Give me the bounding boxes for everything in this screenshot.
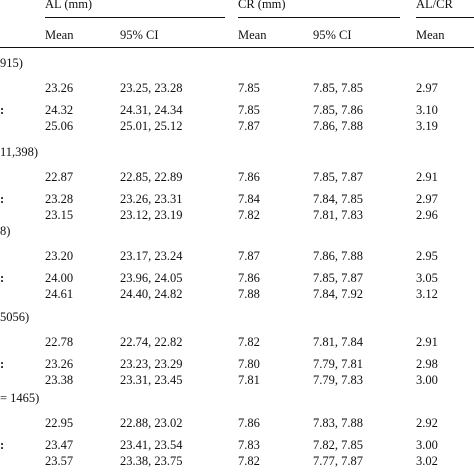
cell-al-mean: 22.87 <box>45 170 74 184</box>
cell-ratio: 3.05 <box>416 271 438 285</box>
cell-al-mean: 24.61 <box>45 287 74 301</box>
col-header-ratio-mean: Mean <box>416 28 445 42</box>
cell-cr-mean: 7.87 <box>238 119 260 133</box>
cell-ratio: 3.02 <box>416 454 438 468</box>
col-header-cr-ci: 95% CI <box>313 28 352 42</box>
cell-cr-ci: 7.79, 7.81 <box>313 357 363 371</box>
cell-al-mean: 22.95 <box>45 416 74 430</box>
cell-cr-mean: 7.81 <box>238 373 260 387</box>
cell-ratio: 2.96 <box>416 208 438 222</box>
cell-al-ci: 23.38, 23.75 <box>120 454 183 468</box>
cell-ratio: 2.97 <box>416 81 438 95</box>
cell-al-ci: 23.12, 23.19 <box>120 208 183 222</box>
group-label-al: AL (mm) <box>45 0 93 11</box>
cell-cr-ci: 7.85, 7.86 <box>313 103 363 117</box>
col-header-cr-mean: Mean <box>238 28 267 42</box>
row-mark: : <box>0 103 5 117</box>
row-mark: : <box>0 271 5 285</box>
cell-al-ci: 23.31, 23.45 <box>120 373 183 387</box>
cell-al-mean: 24.32 <box>45 103 74 117</box>
cell-al-ci: 23.17, 23.24 <box>120 249 183 263</box>
cell-al-ci: 23.96, 24.05 <box>120 271 183 285</box>
cell-cr-ci: 7.84, 7.85 <box>313 192 363 206</box>
cell-al-mean: 23.20 <box>45 249 74 263</box>
cell-cr-ci: 7.82, 7.85 <box>313 438 363 452</box>
cell-cr-ci: 7.83, 7.88 <box>313 416 363 430</box>
cell-al-ci: 23.26, 23.31 <box>120 192 183 206</box>
cell-ratio: 3.00 <box>416 438 438 452</box>
cell-al-mean: 23.47 <box>45 438 74 452</box>
cell-ratio: 2.91 <box>416 170 438 184</box>
cell-al-mean: 23.26 <box>45 357 74 371</box>
group-label-cr: CR (mm) <box>238 0 286 11</box>
cell-cr-ci: 7.79, 7.83 <box>313 373 363 387</box>
row-mark: : <box>0 192 5 206</box>
cell-cr-mean: 7.86 <box>238 416 260 430</box>
cell-al-mean: 22.78 <box>45 335 74 349</box>
cell-cr-ci: 7.84, 7.92 <box>313 287 363 301</box>
header-rule <box>0 47 474 48</box>
cell-al-ci: 22.85, 22.89 <box>120 170 183 184</box>
cell-cr-mean: 7.86 <box>238 271 260 285</box>
cell-al-mean: 24.00 <box>45 271 74 285</box>
cell-cr-ci: 7.85, 7.87 <box>313 271 363 285</box>
col-header-al-ci: 95% CI <box>120 28 159 42</box>
cell-cr-mean: 7.86 <box>238 170 260 184</box>
section-label: = 1465) <box>0 391 40 405</box>
cell-al-ci: 24.40, 24.82 <box>120 287 183 301</box>
cell-cr-mean: 7.82 <box>238 454 260 468</box>
cell-cr-mean: 7.80 <box>238 357 260 371</box>
cell-cr-mean: 7.83 <box>238 438 260 452</box>
cell-al-mean: 23.26 <box>45 81 74 95</box>
group-rule-cr <box>238 17 400 18</box>
cell-al-ci: 25.01, 25.12 <box>120 119 183 133</box>
cell-cr-ci: 7.85, 7.85 <box>313 81 363 95</box>
cell-ratio: 3.12 <box>416 287 438 301</box>
cell-cr-ci: 7.86, 7.88 <box>313 249 363 263</box>
cell-al-ci: 23.25, 23.28 <box>120 81 183 95</box>
cell-al-mean: 23.38 <box>45 373 74 387</box>
row-mark: : <box>0 357 5 371</box>
cell-cr-ci: 7.77, 7.87 <box>313 454 363 468</box>
section-label: 915) <box>0 56 23 70</box>
cell-cr-mean: 7.85 <box>238 81 260 95</box>
cell-al-mean: 25.06 <box>45 119 74 133</box>
cell-cr-mean: 7.82 <box>238 208 260 222</box>
cell-al-mean: 23.15 <box>45 208 74 222</box>
section-label: 8) <box>0 224 11 238</box>
cell-ratio: 3.00 <box>416 373 438 387</box>
cell-al-mean: 23.28 <box>45 192 74 206</box>
cell-ratio: 3.19 <box>416 119 438 133</box>
cell-al-ci: 22.88, 23.02 <box>120 416 183 430</box>
section-label: 11,398) <box>0 145 39 159</box>
cell-al-ci: 23.41, 23.54 <box>120 438 183 452</box>
cell-cr-mean: 7.88 <box>238 287 260 301</box>
row-mark: : <box>0 438 5 452</box>
cell-ratio: 2.97 <box>416 192 438 206</box>
section-label: 5056) <box>0 310 30 324</box>
cell-cr-ci: 7.81, 7.84 <box>313 335 363 349</box>
cell-cr-mean: 7.87 <box>238 249 260 263</box>
group-rule-al <box>45 17 225 18</box>
group-rule-ratio <box>416 17 474 18</box>
cell-cr-ci: 7.81, 7.83 <box>313 208 363 222</box>
group-label-ratio: AL/CR <box>416 0 453 11</box>
cell-ratio: 2.98 <box>416 357 438 371</box>
cell-ratio: 3.10 <box>416 103 438 117</box>
cell-cr-ci: 7.86, 7.88 <box>313 119 363 133</box>
cell-al-mean: 23.57 <box>45 454 74 468</box>
cell-al-ci: 22.74, 22.82 <box>120 335 183 349</box>
cell-cr-mean: 7.84 <box>238 192 260 206</box>
cell-ratio: 2.91 <box>416 335 438 349</box>
cell-ratio: 2.92 <box>416 416 438 430</box>
col-header-al-mean: Mean <box>45 28 74 42</box>
cell-cr-mean: 7.82 <box>238 335 260 349</box>
cell-al-ci: 23.23, 23.29 <box>120 357 183 371</box>
cell-al-ci: 24.31, 24.34 <box>120 103 183 117</box>
cell-cr-mean: 7.85 <box>238 103 260 117</box>
cell-cr-ci: 7.85, 7.87 <box>313 170 363 184</box>
cell-ratio: 2.95 <box>416 249 438 263</box>
